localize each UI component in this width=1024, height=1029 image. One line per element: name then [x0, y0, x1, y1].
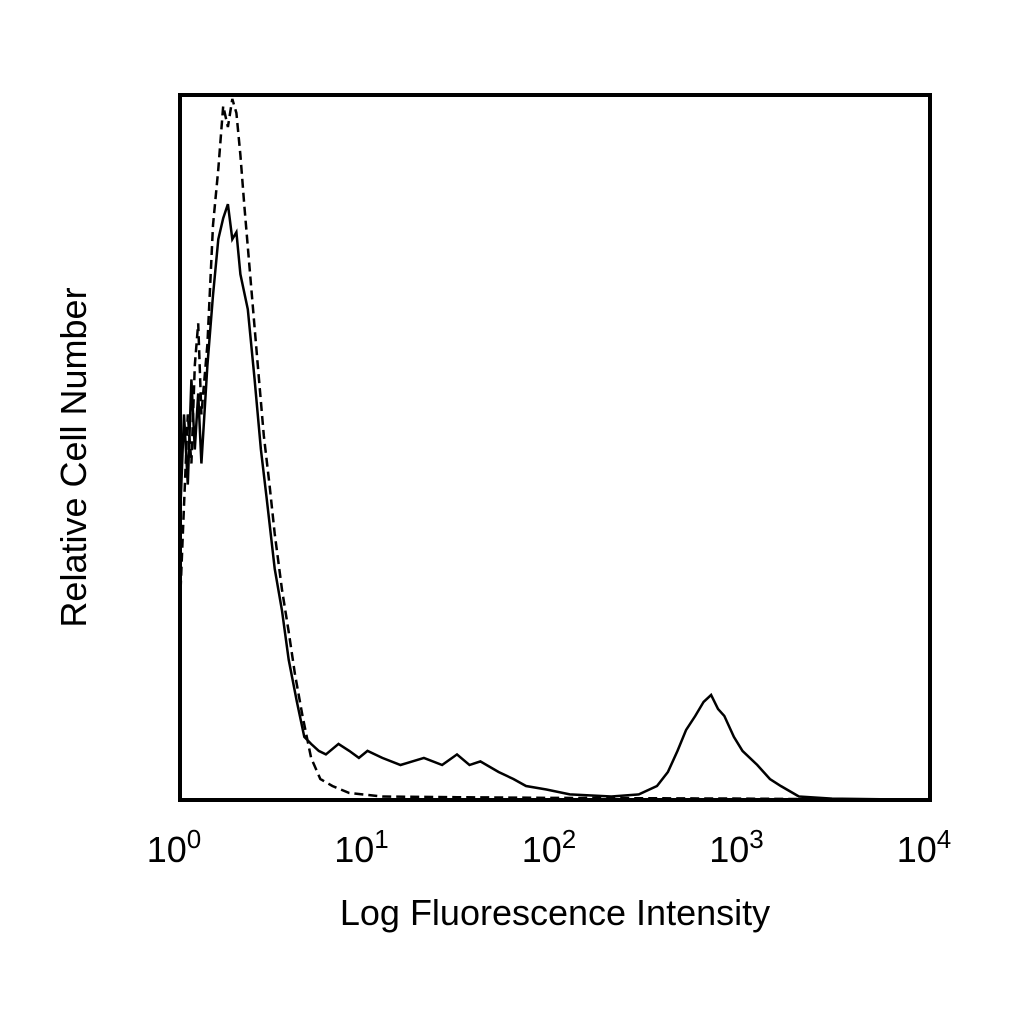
x-tick-label: 104 — [897, 824, 952, 870]
x-tick-label: 100 — [147, 824, 202, 870]
series-layer — [178, 98, 931, 802]
histogram-series-dashed — [178, 98, 931, 802]
x-tick-labels: 100 101 102 103 104 — [147, 824, 952, 870]
x-axis-label: Log Fluorescence Intensity — [340, 892, 770, 933]
y-axis-label: Relative Cell Number — [53, 287, 94, 627]
histogram-series-solid — [178, 203, 931, 802]
x-tick-label: 101 — [334, 824, 389, 870]
x-tick-label: 103 — [709, 824, 764, 870]
x-tick-label: 102 — [522, 824, 577, 870]
plot-frame — [178, 93, 932, 802]
